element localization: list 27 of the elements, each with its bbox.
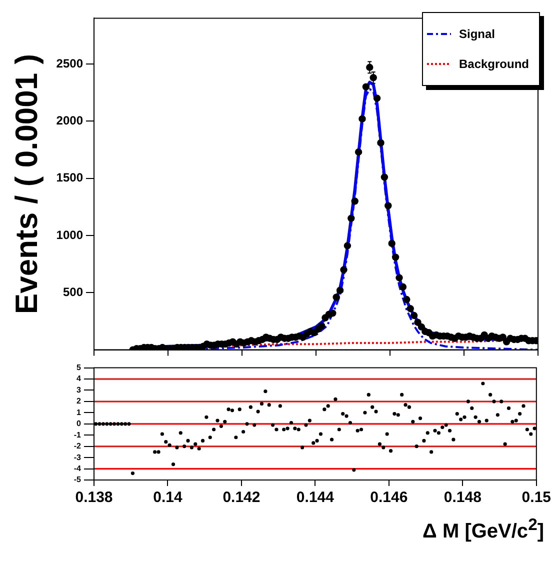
y-tick-label: 1 bbox=[76, 408, 82, 417]
x-tick-label: 0.148 bbox=[444, 489, 482, 506]
y-tick-label: 0 bbox=[76, 419, 82, 428]
legend-label: Signal bbox=[458, 27, 495, 41]
y-tick-label: 3 bbox=[76, 385, 82, 394]
x-tick-label: 0.15 bbox=[522, 489, 552, 506]
y-axis-title: Events / ( 0.0001 ) bbox=[9, 54, 44, 314]
y-tick-label: -3 bbox=[74, 452, 82, 462]
x-axis-title: Δ M [GeV/c$^{2}$] bbox=[422, 514, 545, 545]
y-tick-label: 2000 bbox=[56, 113, 84, 128]
x-tick-label: 0.14 bbox=[153, 489, 183, 506]
y-tick-label: -1 bbox=[74, 430, 82, 440]
y-tick-label: 500 bbox=[62, 284, 84, 299]
y-tick-label: 4 bbox=[76, 374, 82, 384]
y-tick-label: -2 bbox=[74, 442, 82, 451]
x-tick-label: 0.144 bbox=[296, 489, 335, 506]
y-tick-label: 5 bbox=[76, 363, 82, 372]
y-tick-label: 1500 bbox=[56, 170, 84, 185]
y-tick-label: -4 bbox=[74, 464, 82, 473]
y-tick-label: -5 bbox=[74, 475, 82, 484]
x-tick-label: 0.146 bbox=[370, 489, 408, 506]
x-tick-label: 0.142 bbox=[222, 489, 260, 506]
legend-label: Background bbox=[458, 57, 529, 71]
y-tick-label: 2500 bbox=[56, 56, 84, 70]
y-tick-label: 2 bbox=[76, 396, 82, 406]
x-tick-label: 0.138 bbox=[75, 489, 113, 506]
y-tick-label: 1000 bbox=[56, 228, 84, 242]
